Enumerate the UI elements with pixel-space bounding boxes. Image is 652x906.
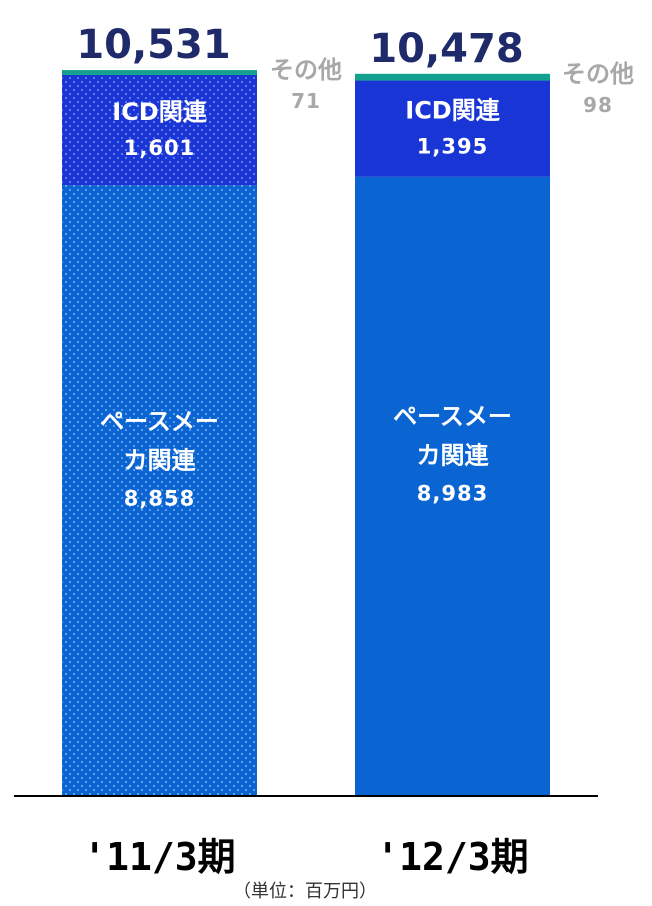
bar-segment-other (62, 70, 257, 75)
pacemaker-segment-name-line1: ペースメー (100, 408, 219, 436)
other-segment-value: 98 (583, 93, 613, 117)
category-label: '11/3期 (83, 835, 235, 879)
other-segment-name: その他 (562, 60, 634, 88)
bar-total-label: 10,478 (369, 26, 523, 72)
icd-segment-name: ICD関連 (405, 97, 500, 125)
category-label: '12/3期 (376, 835, 528, 879)
bar-segment-pacemaker (355, 176, 550, 796)
bars-layer (62, 70, 550, 797)
bar-segment-other (355, 73, 550, 81)
bar-segment-pacemaker (62, 185, 257, 797)
pacemaker-segment-name-line1: ペースメー (393, 402, 512, 430)
pacemaker-segment-value: 8,983 (417, 481, 488, 505)
pacemaker-segment-name-line2: カ関連 (124, 447, 197, 475)
unit-note: （単位：百万円） (233, 881, 377, 902)
bar-total-label: 10,531 (76, 22, 230, 68)
pacemaker-segment-value: 8,858 (124, 487, 195, 511)
bar-segment-icd (355, 80, 550, 177)
bar-segment-icd (62, 74, 257, 186)
icd-segment-value: 1,601 (124, 136, 195, 160)
other-segment-name: その他 (270, 56, 342, 84)
other-segment-value: 71 (291, 89, 321, 113)
icd-segment-value: 1,395 (417, 135, 488, 159)
pacemaker-segment-name-line2: カ関連 (417, 441, 490, 469)
icd-segment-name: ICD関連 (112, 98, 207, 126)
